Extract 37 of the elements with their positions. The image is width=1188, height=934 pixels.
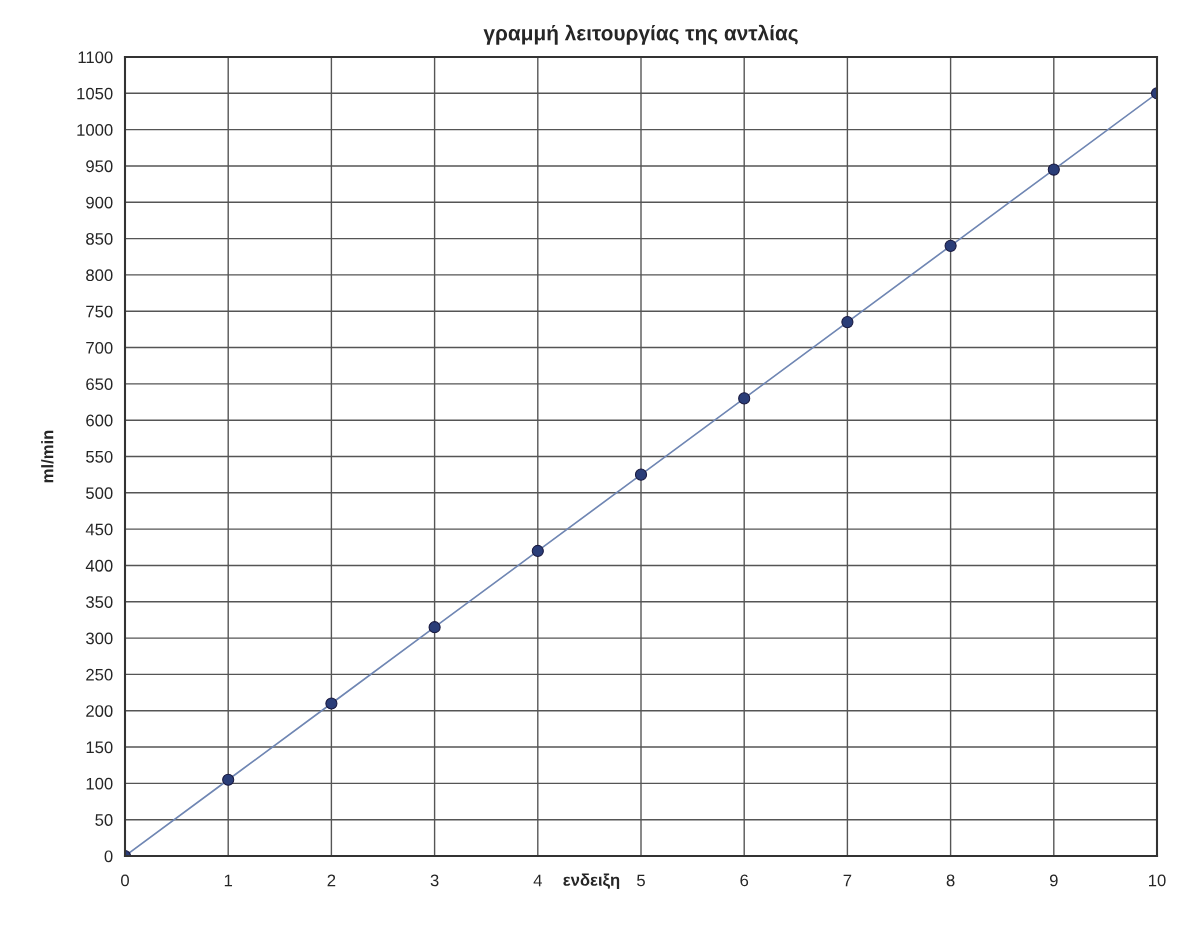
y-axis-title: ml/min bbox=[41, 430, 54, 483]
y-tick-label: 350 bbox=[86, 596, 113, 608]
y-tick-label: 1000 bbox=[77, 124, 113, 136]
y-tick-label: 850 bbox=[86, 232, 113, 245]
y-tick-label: 200 bbox=[86, 705, 113, 717]
y-tick-label: 300 bbox=[86, 632, 113, 645]
y-tick-label: 500 bbox=[86, 487, 113, 500]
x-tick-label: 7 bbox=[843, 874, 852, 887]
x-tick-label: 9 bbox=[1049, 874, 1058, 887]
y-tick-label: 550 bbox=[86, 450, 113, 463]
y-tick-label: 700 bbox=[86, 341, 113, 354]
y-tick-label: 750 bbox=[86, 305, 113, 318]
x-tick-label: 1 bbox=[224, 874, 233, 887]
chart-title: γραμμή λειτουργίας της αντλίας bbox=[483, 24, 798, 45]
y-tick-label: 400 bbox=[85, 559, 113, 572]
y-tick-label: 0 bbox=[104, 850, 113, 863]
x-tick-label: 6 bbox=[740, 874, 749, 887]
y-tick-label: 100 bbox=[86, 777, 113, 790]
y-tick-label: 1050 bbox=[77, 87, 113, 100]
x-tick-label: 2 bbox=[327, 874, 336, 887]
y-tick-label: 900 bbox=[86, 196, 113, 209]
x-tick-label: 0 bbox=[121, 874, 129, 887]
x-tick-label: 10 bbox=[1149, 874, 1166, 887]
y-tick-label: 450 bbox=[85, 523, 113, 536]
x-tick-label: 3 bbox=[430, 874, 439, 887]
y-tick-label: 150 bbox=[86, 741, 113, 754]
y-tick-label: 250 bbox=[86, 668, 113, 681]
x-tick-label: 5 bbox=[637, 874, 645, 887]
y-tick-label: 950 bbox=[86, 160, 113, 173]
y-tick-label: 600 bbox=[86, 414, 113, 427]
y-tick-label: 50 bbox=[95, 814, 113, 826]
y-tick-label: 1100 bbox=[78, 51, 113, 64]
x-axis-title: ενδειξη bbox=[563, 873, 620, 890]
y-tick-label: 800 bbox=[86, 269, 113, 282]
y-tick-label: 650 bbox=[86, 378, 113, 391]
x-tick-label: 8 bbox=[946, 874, 955, 887]
x-tick-label: 4 bbox=[533, 874, 542, 887]
